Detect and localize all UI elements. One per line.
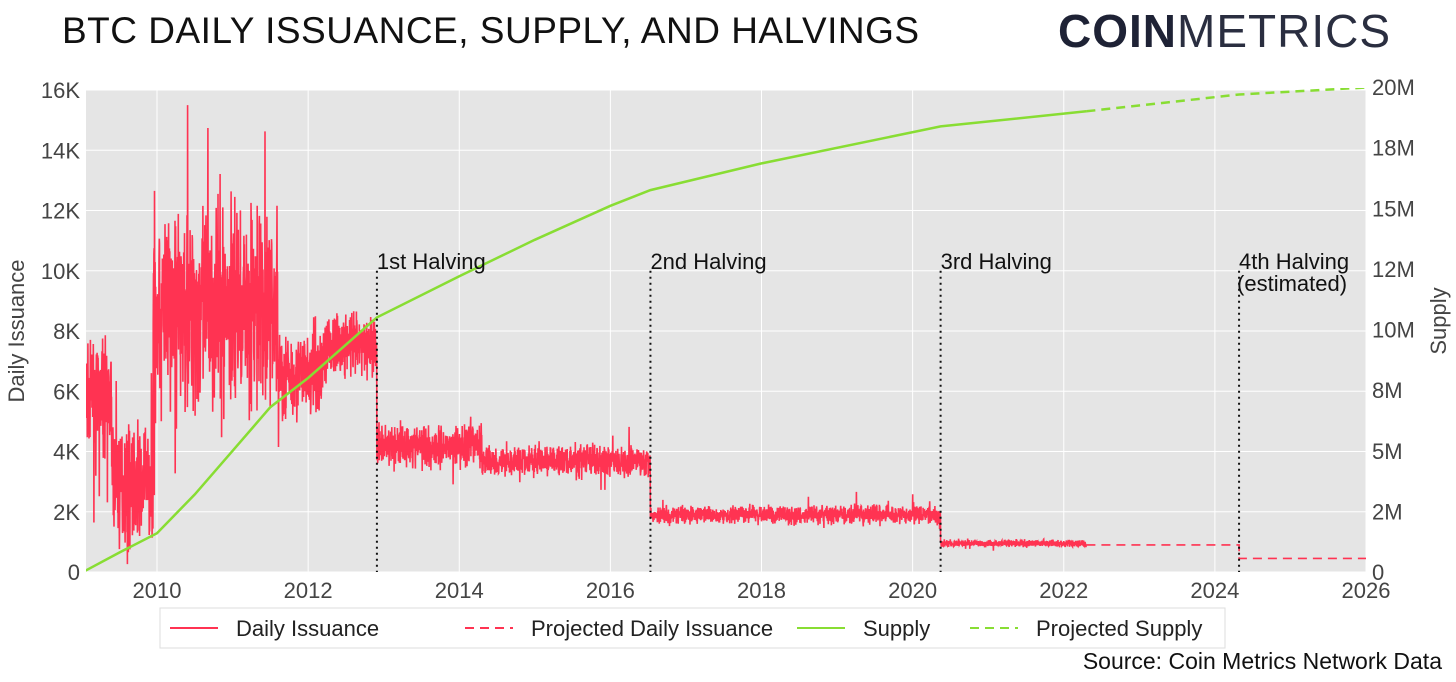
y-tick-label: 6K bbox=[53, 379, 80, 404]
chart-title: BTC DAILY ISSUANCE, SUPPLY, AND HALVINGS bbox=[62, 10, 920, 51]
series-supply bbox=[86, 110, 1087, 572]
x-tick-label: 2010 bbox=[133, 578, 182, 603]
x-tick-label: 2018 bbox=[737, 578, 786, 603]
x-tick-label: 2024 bbox=[1190, 578, 1239, 603]
y2-axis-label: Supply bbox=[1426, 287, 1451, 354]
series-projected-supply bbox=[1086, 88, 1366, 113]
y-tick-label: 8K bbox=[53, 319, 80, 344]
y-tick-label: 4K bbox=[53, 440, 80, 465]
logo-light: METRICS bbox=[1177, 5, 1391, 57]
x-tick-label: 2016 bbox=[586, 578, 635, 603]
y2-tick-label: 15M bbox=[1372, 196, 1415, 221]
y-tick-label: 16K bbox=[41, 78, 80, 103]
halving-sublabel: (estimated) bbox=[1237, 271, 1347, 296]
legend-label: Projected Supply bbox=[1036, 616, 1202, 641]
y-tick-label: 0 bbox=[68, 560, 80, 585]
halving-label: 3rd Halving bbox=[941, 249, 1052, 274]
y2-tick-label: 2M bbox=[1372, 499, 1403, 524]
legend-box bbox=[159, 607, 1226, 649]
y2-tick-label: 20M bbox=[1372, 75, 1415, 100]
x-tick-label: 2020 bbox=[888, 578, 937, 603]
x-tick-label: 2026 bbox=[1342, 578, 1391, 603]
x-tick-label: 2012 bbox=[284, 578, 333, 603]
y2-tick-label: 0 bbox=[1372, 560, 1384, 585]
y-tick-label: 10K bbox=[41, 259, 80, 284]
legend-label: Supply bbox=[863, 616, 930, 641]
halving-label: 2nd Halving bbox=[650, 249, 766, 274]
y2-tick-label: 5M bbox=[1372, 439, 1403, 464]
y2-tick-label: 10M bbox=[1372, 318, 1415, 343]
series-projected-daily-issuance bbox=[1086, 544, 1366, 560]
coinmetrics-logo: COINMETRICS bbox=[1058, 4, 1391, 58]
x-tick-label: 2022 bbox=[1039, 578, 1088, 603]
logo-bold: COIN bbox=[1058, 5, 1177, 57]
y2-tick-label: 12M bbox=[1372, 257, 1415, 282]
halving-label: 1st Halving bbox=[377, 249, 486, 274]
y-tick-label: 2K bbox=[53, 500, 80, 525]
legend-label: Projected Daily Issuance bbox=[531, 616, 773, 641]
legend-label: Daily Issuance bbox=[236, 616, 379, 641]
halving-label: 4th Halving bbox=[1239, 249, 1349, 274]
y2-tick-label: 18M bbox=[1372, 136, 1415, 161]
series-daily-issuance bbox=[86, 105, 1087, 565]
x-tick-label: 2014 bbox=[435, 578, 484, 603]
y2-tick-label: 8M bbox=[1372, 378, 1403, 403]
y-tick-label: 14K bbox=[41, 138, 80, 163]
y-axis-label: Daily Issuance bbox=[4, 259, 29, 402]
source-note: Source: Coin Metrics Network Data bbox=[1082, 648, 1442, 674]
y-tick-label: 12K bbox=[41, 199, 80, 224]
